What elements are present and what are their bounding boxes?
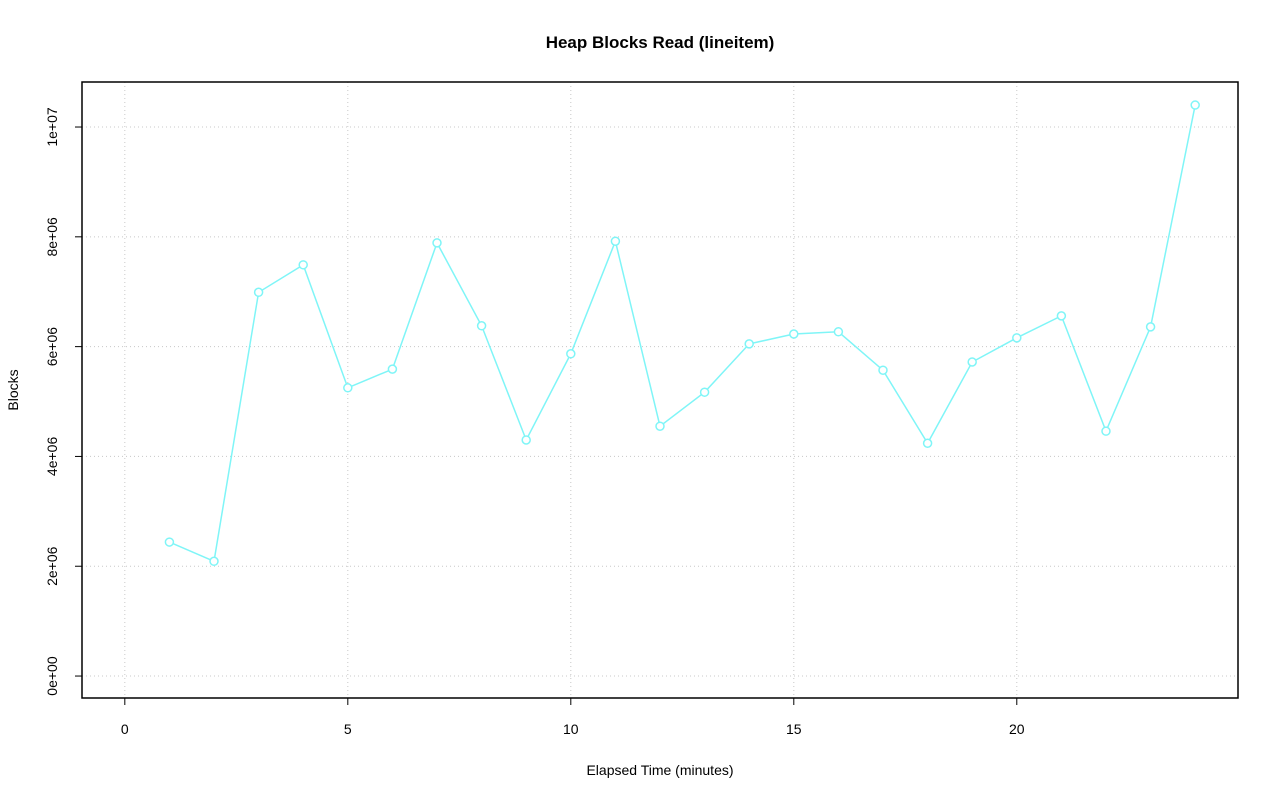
point bbox=[387, 364, 398, 374]
point bbox=[521, 435, 531, 445]
x-tick-label: 5 bbox=[344, 721, 352, 737]
point bbox=[566, 349, 576, 359]
point bbox=[164, 537, 175, 547]
point bbox=[744, 339, 754, 349]
point bbox=[878, 365, 888, 375]
line bbox=[169, 104, 1196, 563]
point bbox=[253, 287, 264, 298]
point bbox=[1012, 333, 1022, 343]
point bbox=[833, 327, 844, 337]
point bbox=[789, 329, 799, 339]
point bbox=[209, 556, 219, 567]
point bbox=[476, 321, 487, 331]
y-axis-label: Blocks bbox=[5, 369, 21, 410]
point bbox=[1101, 426, 1111, 436]
y-tick-label: 8e+06 bbox=[44, 217, 60, 257]
point bbox=[655, 421, 665, 431]
x-tick-label: 15 bbox=[786, 721, 802, 737]
plot-frame bbox=[81, 81, 1239, 699]
point bbox=[1190, 100, 1200, 110]
point bbox=[699, 387, 710, 397]
y-tick-label: 2e+06 bbox=[44, 546, 60, 586]
x-tick-label: 20 bbox=[1009, 721, 1025, 737]
x-tick-label: 0 bbox=[121, 721, 129, 737]
y-tick-label: 0e+00 bbox=[44, 656, 60, 696]
point bbox=[967, 357, 977, 367]
y-tick-label: 4e+06 bbox=[44, 437, 60, 477]
x-axis-label: Elapsed Time (minutes) bbox=[586, 762, 733, 778]
point bbox=[610, 236, 621, 246]
y-tick-label: 6e+06 bbox=[44, 327, 60, 367]
chart-title: Heap Blocks Read (lineitem) bbox=[546, 33, 775, 52]
point bbox=[343, 383, 353, 393]
point bbox=[922, 438, 933, 449]
point bbox=[1145, 322, 1156, 332]
point bbox=[298, 260, 308, 270]
x-tick-label: 10 bbox=[563, 721, 579, 737]
point bbox=[432, 238, 442, 248]
point bbox=[1056, 311, 1067, 321]
y-tick-label: 1e+07 bbox=[44, 107, 60, 147]
